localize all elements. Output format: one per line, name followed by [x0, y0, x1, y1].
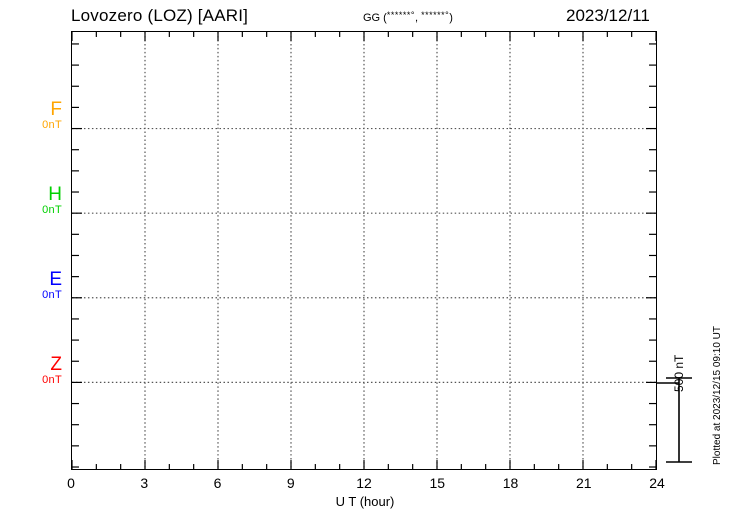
gg-label: GG [363, 12, 381, 24]
degree-icon: ° [410, 10, 415, 20]
component-letter-h: H [48, 184, 62, 205]
component-label-f: F 0nT [16, 100, 62, 132]
scale-bar-icon [666, 377, 692, 463]
component-label-z: Z 0nT [16, 355, 62, 387]
component-letter-z: Z [50, 354, 62, 375]
plot-timestamp: Plotted at 2023/12/15 09:10 UT [712, 326, 723, 465]
x-tick-label-21: 21 [575, 475, 592, 491]
x-tick-label-9: 9 [286, 475, 295, 491]
component-value-f: 0nT [42, 119, 62, 131]
x-tick-label-3: 3 [140, 475, 149, 491]
x-tick-label-18: 18 [502, 475, 519, 491]
x-tick-label-0: 0 [67, 475, 75, 491]
x-axis-title: U T (hour) [335, 494, 395, 509]
component-label-e: E 0nT [16, 270, 62, 302]
component-value-e: 0nT [42, 289, 62, 301]
observation-date: 2023/12/11 [566, 6, 650, 25]
x-tick-label-15: 15 [429, 475, 446, 491]
x-tick-label-12: 12 [356, 475, 372, 491]
component-letter-f: F [50, 99, 62, 120]
component-value-z: 0nT [42, 374, 62, 386]
component-letter-e: E [49, 269, 62, 290]
x-tick-label-6: 6 [213, 475, 222, 491]
degree-icon: ° [445, 10, 450, 20]
component-label-h: H 0nT [16, 185, 62, 217]
gg-latitude: ****** [386, 10, 411, 20]
gg-longitude: ****** [421, 10, 446, 20]
magnetogram-plot-area [71, 31, 657, 470]
geographic-coordinates: GG (******°, ******°) [363, 10, 453, 24]
x-tick-label-24: 24 [649, 475, 665, 491]
z-baseline-extension [657, 382, 679, 384]
component-value-h: 0nT [42, 204, 62, 216]
trace-layer [72, 32, 656, 469]
page-title: Lovozero (LOZ) [AARI] [71, 6, 249, 25]
grid-layer [72, 32, 656, 469]
